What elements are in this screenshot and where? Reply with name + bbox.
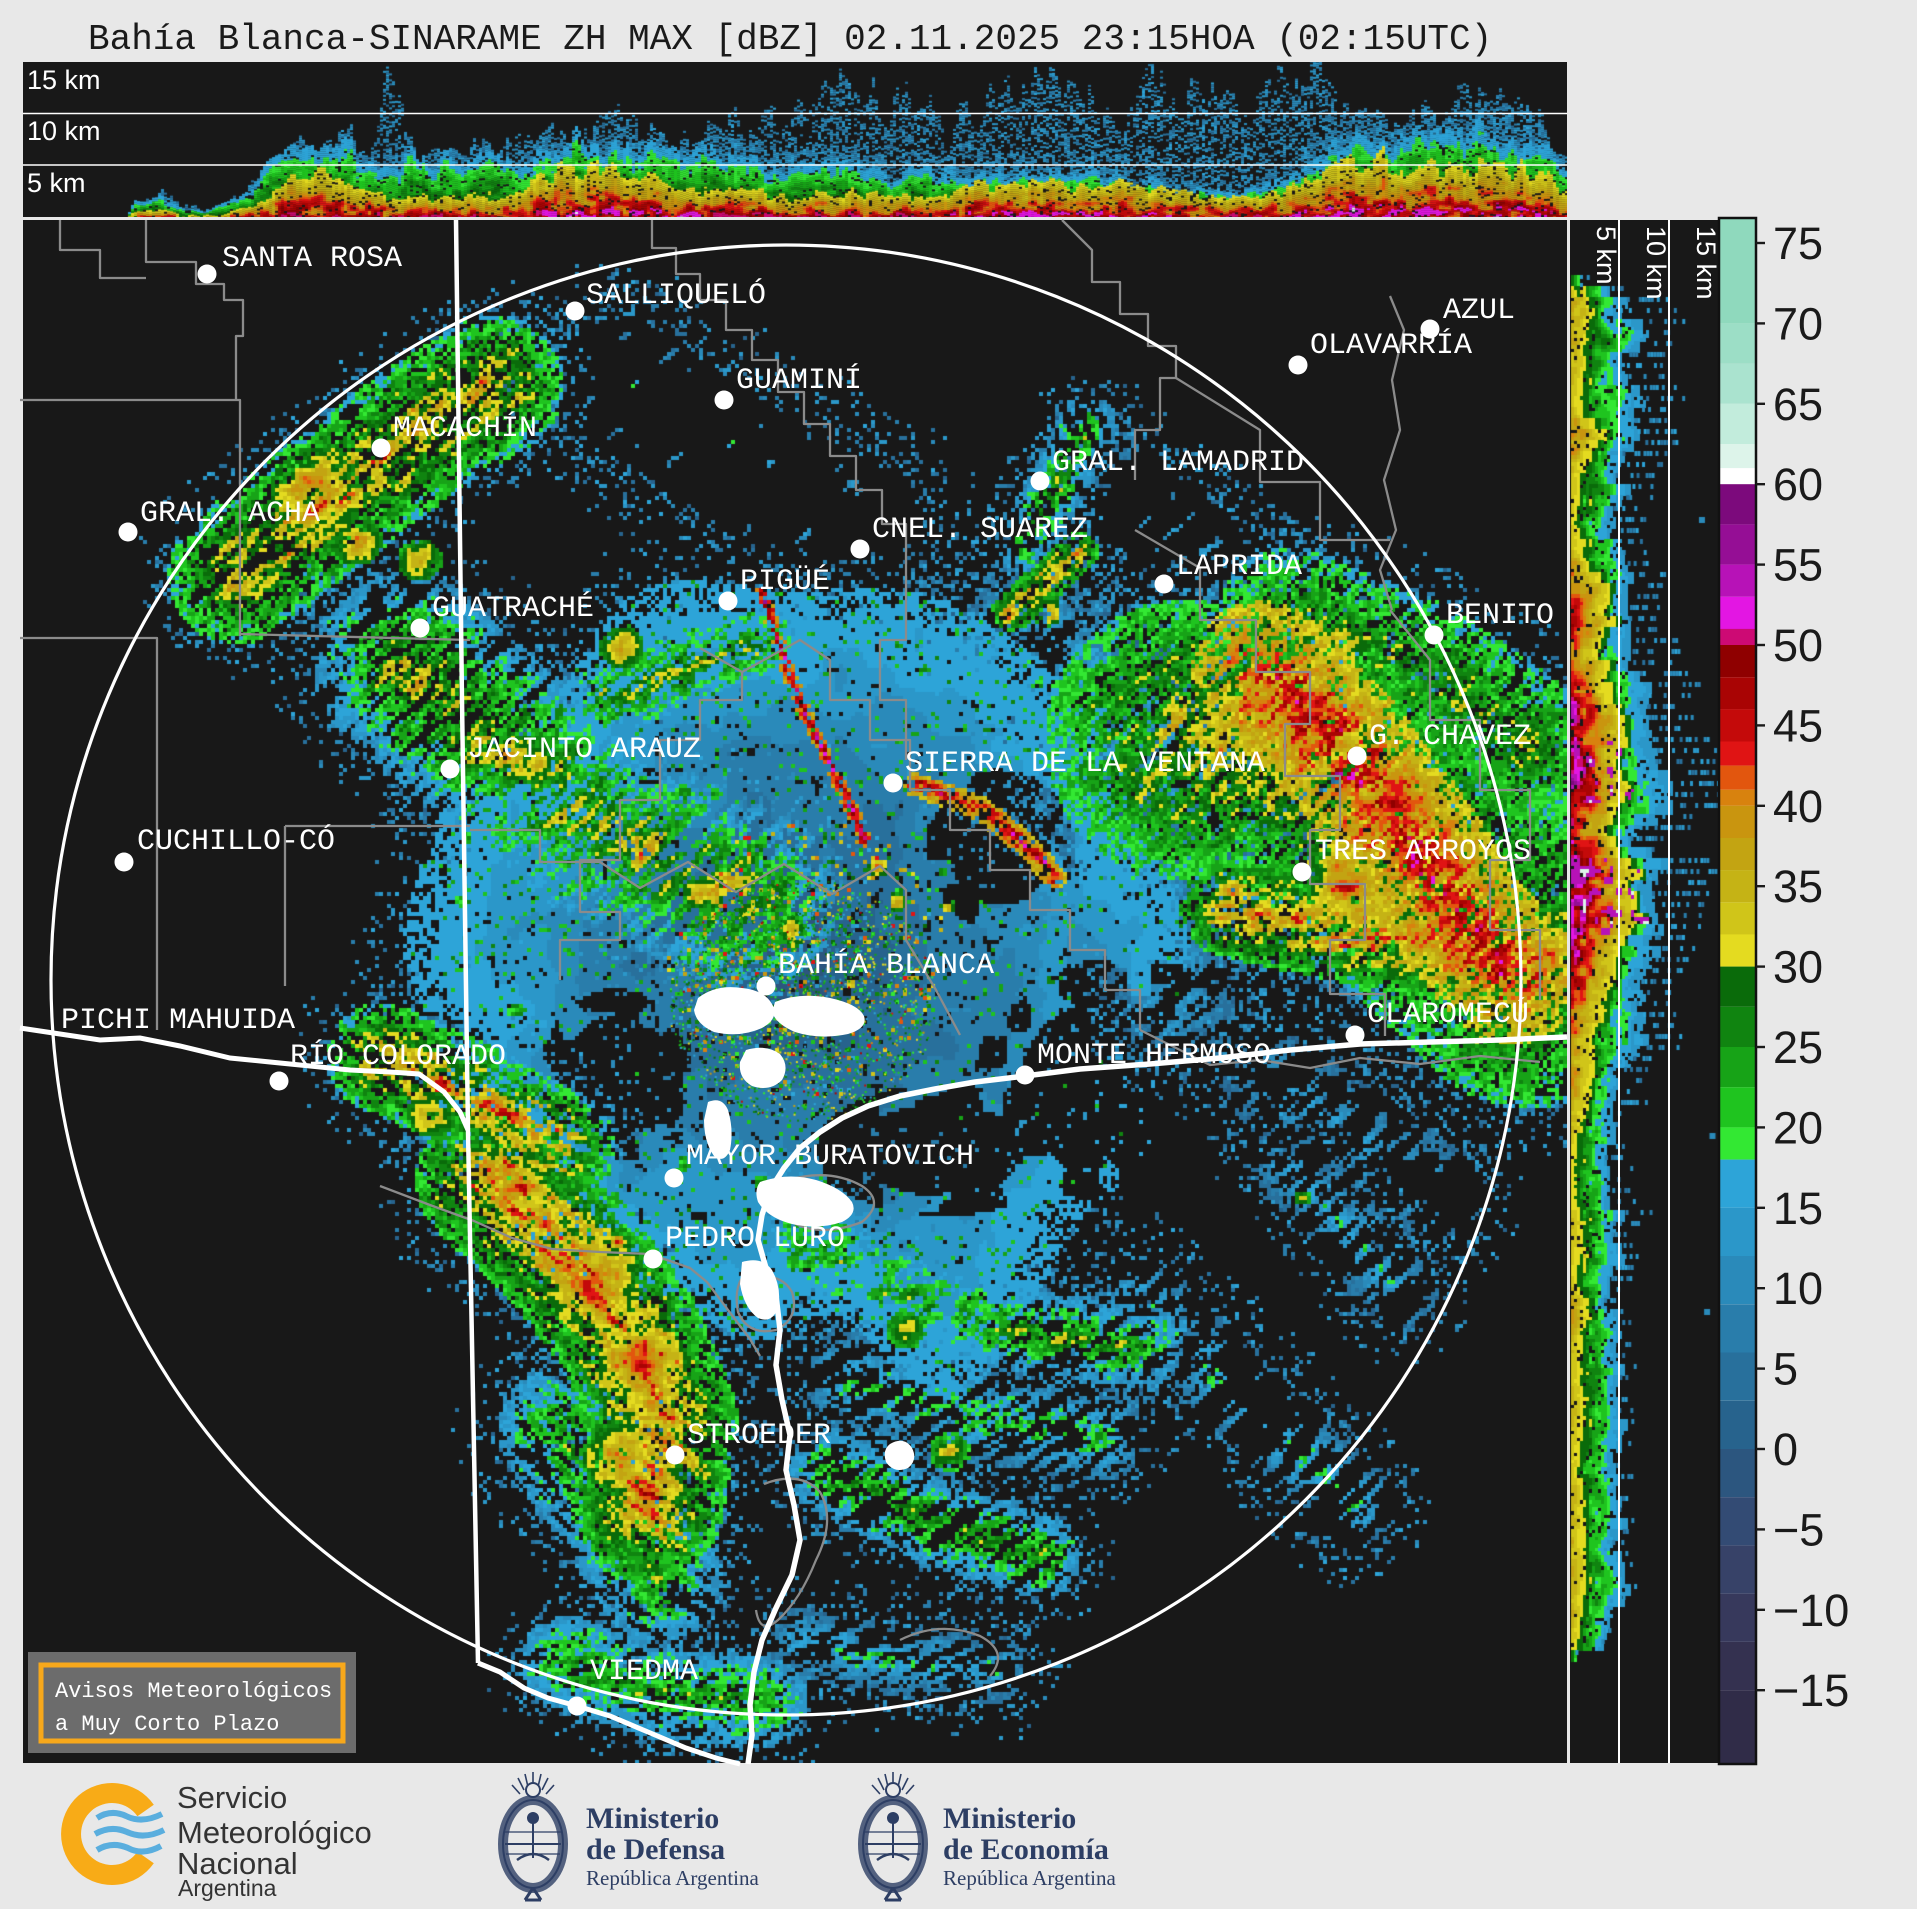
svg-text:de Economía: de Economía — [943, 1833, 1109, 1866]
svg-text:STROEDER: STROEDER — [687, 1419, 831, 1453]
svg-text:45: 45 — [1773, 700, 1823, 751]
svg-text:75: 75 — [1773, 218, 1823, 269]
svg-text:MONTE HERMOSO: MONTE HERMOSO — [1037, 1039, 1271, 1073]
svg-text:5 km: 5 km — [27, 168, 86, 198]
svg-text:50: 50 — [1773, 620, 1823, 671]
svg-text:Avisos Meteorológicos: Avisos Meteorológicos — [55, 1679, 332, 1704]
svg-text:de Defensa: de Defensa — [586, 1833, 725, 1866]
svg-text:15 km: 15 km — [1691, 226, 1721, 300]
svg-text:a Muy Corto Plazo: a Muy Corto Plazo — [55, 1712, 279, 1737]
svg-text:35: 35 — [1773, 861, 1823, 912]
svg-text:PIGÜÉ: PIGÜÉ — [740, 564, 830, 599]
svg-text:BENITO: BENITO — [1446, 599, 1554, 633]
svg-text:0: 0 — [1773, 1424, 1798, 1475]
svg-text:Ministerio: Ministerio — [586, 1802, 719, 1835]
svg-text:Meteorológico: Meteorológico — [177, 1815, 372, 1850]
svg-text:PEDRO LURO: PEDRO LURO — [665, 1222, 845, 1256]
svg-text:VIEDMA: VIEDMA — [590, 1655, 698, 1689]
svg-text:60: 60 — [1773, 459, 1823, 510]
svg-text:−5: −5 — [1773, 1504, 1824, 1555]
svg-text:CLAROMECÚ: CLAROMECÚ — [1367, 997, 1529, 1032]
svg-text:JACINTO ARAUZ: JACINTO ARAUZ — [467, 733, 701, 767]
svg-text:Ministerio: Ministerio — [943, 1802, 1076, 1835]
svg-text:SIERRA DE LA VENTANA: SIERRA DE LA VENTANA — [905, 747, 1265, 781]
svg-text:10: 10 — [1773, 1263, 1823, 1314]
svg-text:BAHÍA BLANCA: BAHÍA BLANCA — [778, 948, 994, 983]
svg-text:SANTA ROSA: SANTA ROSA — [222, 242, 402, 276]
svg-text:−15: −15 — [1773, 1665, 1849, 1716]
svg-text:40: 40 — [1773, 781, 1823, 832]
svg-text:20: 20 — [1773, 1102, 1823, 1153]
svg-text:CUCHILLO-CÓ: CUCHILLO-CÓ — [137, 824, 335, 859]
svg-text:Argentina: Argentina — [178, 1875, 277, 1901]
svg-text:Bahía Blanca-SINARAME ZH MAX [: Bahía Blanca-SINARAME ZH MAX [dBZ] 02.11… — [88, 19, 1492, 60]
svg-text:GUAMINÍ: GUAMINÍ — [736, 363, 862, 398]
svg-text:5 km: 5 km — [1591, 226, 1621, 285]
svg-text:15 km: 15 km — [27, 65, 101, 95]
svg-text:5: 5 — [1773, 1344, 1798, 1395]
svg-text:TRES ARROYOS: TRES ARROYOS — [1315, 835, 1531, 869]
svg-text:OLAVARRÍA: OLAVARRÍA — [1310, 328, 1472, 363]
svg-text:MAYOR BURATOVICH: MAYOR BURATOVICH — [686, 1140, 974, 1174]
svg-text:SALLIQUELÓ: SALLIQUELÓ — [586, 278, 766, 313]
svg-text:GRAL. ACHA: GRAL. ACHA — [140, 497, 320, 531]
svg-text:15: 15 — [1773, 1183, 1823, 1234]
svg-text:GRAL. LAMADRID: GRAL. LAMADRID — [1052, 446, 1304, 480]
svg-text:55: 55 — [1773, 540, 1823, 591]
svg-text:Nacional: Nacional — [177, 1846, 298, 1881]
svg-text:65: 65 — [1773, 379, 1823, 430]
svg-text:GUATRACHÉ: GUATRACHÉ — [432, 591, 594, 626]
svg-text:RÍO COLORADO: RÍO COLORADO — [290, 1039, 506, 1074]
svg-text:G. CHAVEZ: G. CHAVEZ — [1369, 720, 1531, 754]
svg-text:30: 30 — [1773, 942, 1823, 993]
svg-text:−10: −10 — [1773, 1585, 1849, 1636]
svg-text:LAPRIDA: LAPRIDA — [1176, 550, 1302, 584]
svg-text:10 km: 10 km — [1641, 226, 1671, 300]
svg-text:70: 70 — [1773, 298, 1823, 349]
svg-text:CNEL. SUAREZ: CNEL. SUAREZ — [872, 513, 1088, 547]
svg-text:Servicio: Servicio — [177, 1780, 287, 1815]
svg-text:25: 25 — [1773, 1022, 1823, 1073]
svg-text:República Argentina: República Argentina — [943, 1866, 1116, 1890]
svg-text:AZUL: AZUL — [1443, 294, 1515, 328]
svg-text:PICHI MAHUIDA: PICHI MAHUIDA — [61, 1004, 295, 1038]
svg-text:MACACHÍN: MACACHÍN — [393, 411, 537, 446]
svg-text:10 km: 10 km — [27, 116, 101, 146]
svg-text:República Argentina: República Argentina — [586, 1866, 759, 1890]
